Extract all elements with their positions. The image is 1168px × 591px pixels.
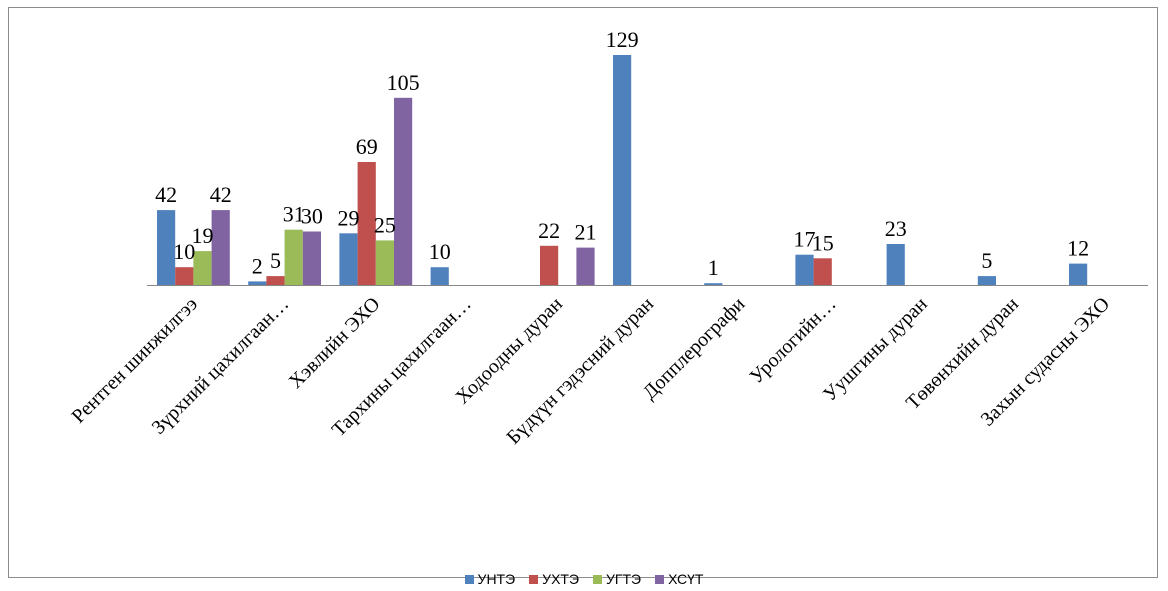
legend-label-unte: УНТЭ	[477, 571, 516, 587]
bar	[795, 254, 814, 285]
bar	[266, 276, 285, 285]
data-label: 10	[173, 239, 195, 264]
bar	[157, 210, 176, 285]
bar	[576, 247, 595, 285]
data-label: 42	[155, 182, 177, 207]
bar	[540, 245, 559, 285]
legend-item-ugte: УГТЭ	[593, 571, 641, 587]
data-label: 12	[1067, 236, 1089, 261]
bar	[704, 283, 723, 285]
data-label: 31	[283, 202, 305, 227]
x-tick-label: Хэвлийн ЭХО	[285, 293, 385, 393]
data-label: 105	[387, 70, 420, 95]
data-label: 42	[210, 182, 232, 207]
bar	[357, 162, 376, 285]
bar	[430, 267, 449, 285]
legend-swatch-ugte	[593, 574, 603, 584]
data-label: 22	[538, 218, 560, 243]
legend: УНТЭ УХТЭ УГТЭ ХСҮТ	[0, 567, 1168, 591]
data-label: 5	[981, 248, 992, 273]
data-label: 19	[192, 223, 214, 248]
legend-label-hsut: ХСҮТ	[668, 571, 704, 587]
bar	[375, 240, 394, 285]
data-label: 1	[708, 255, 719, 280]
legend-item-unte: УНТЭ	[464, 571, 516, 587]
legend-label-ugte: УГТЭ	[606, 571, 642, 587]
legend-swatch-hsut	[655, 574, 665, 584]
bar	[175, 267, 194, 285]
bar	[813, 258, 832, 285]
bar	[193, 251, 212, 285]
bar	[284, 229, 303, 285]
legend-swatch-uhte	[529, 574, 539, 584]
data-label: 2	[252, 253, 263, 278]
bar	[977, 276, 996, 285]
bar	[248, 281, 267, 285]
data-label: 15	[812, 230, 834, 255]
data-label: 17	[794, 227, 816, 252]
bar	[613, 55, 632, 285]
legend-item-hsut: ХСҮТ	[655, 571, 703, 587]
data-label: 69	[356, 134, 378, 159]
chart-frame	[8, 7, 1158, 578]
legend-label-uhte: УХТЭ	[542, 571, 580, 587]
data-label: 10	[429, 239, 451, 264]
data-label: 29	[338, 205, 360, 230]
data-label: 23	[885, 216, 907, 241]
legend-swatch-unte	[464, 574, 474, 584]
bar	[211, 210, 230, 285]
data-label: 25	[374, 212, 396, 237]
data-label: 5	[270, 248, 281, 273]
legend-item-uhte: УХТЭ	[529, 571, 579, 587]
x-tick-label: Бүдүүн гэдэсний дуран	[502, 293, 658, 449]
bar	[886, 244, 905, 285]
x-tick-label: Урологийн…	[745, 293, 840, 388]
bar	[1069, 263, 1088, 285]
bar	[339, 233, 358, 285]
data-label: 129	[606, 27, 639, 52]
bar	[394, 97, 413, 285]
bar	[302, 231, 321, 285]
data-label: 30	[301, 204, 323, 229]
data-label: 21	[575, 220, 597, 245]
